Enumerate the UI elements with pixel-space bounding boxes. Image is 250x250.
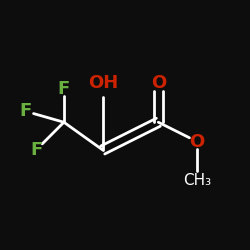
Text: CH₃: CH₃ [183,173,211,188]
Text: OH: OH [88,74,118,92]
Text: O: O [190,133,205,151]
Text: O: O [151,74,166,92]
Text: F: F [19,102,31,120]
Text: F: F [30,141,42,159]
Text: F: F [58,80,70,98]
